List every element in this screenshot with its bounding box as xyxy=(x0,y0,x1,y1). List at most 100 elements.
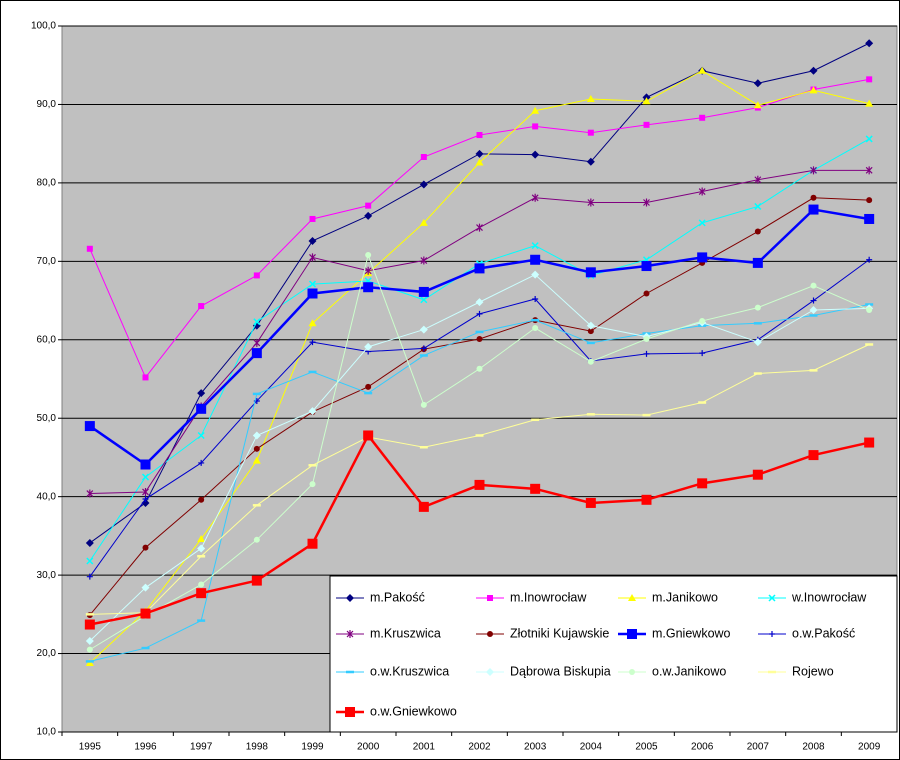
marker xyxy=(365,252,372,259)
marker xyxy=(587,198,595,207)
marker xyxy=(864,213,875,224)
marker xyxy=(365,202,372,209)
marker xyxy=(643,198,650,207)
marker xyxy=(699,114,706,121)
marker xyxy=(253,536,260,543)
marker xyxy=(643,290,650,297)
marker xyxy=(587,129,594,136)
marker xyxy=(587,328,594,335)
marker xyxy=(419,180,428,189)
marker xyxy=(253,338,261,347)
marker xyxy=(627,629,637,639)
marker xyxy=(753,79,762,88)
marker xyxy=(198,459,205,466)
legend-label: w.Inowrocław xyxy=(791,590,867,604)
marker xyxy=(587,358,594,365)
marker xyxy=(86,245,93,252)
marker xyxy=(364,266,372,275)
marker xyxy=(753,101,762,109)
marker xyxy=(531,150,540,159)
marker xyxy=(866,197,873,204)
marker xyxy=(251,348,262,359)
marker xyxy=(752,469,763,480)
marker xyxy=(768,594,776,602)
marker xyxy=(476,365,483,372)
marker xyxy=(642,97,651,105)
marker xyxy=(531,106,540,114)
marker xyxy=(531,242,539,250)
marker xyxy=(532,295,539,302)
marker xyxy=(586,157,595,166)
marker xyxy=(487,631,493,637)
marker xyxy=(641,261,652,272)
marker xyxy=(196,403,207,414)
y-tick-label: 20,0 xyxy=(37,648,57,659)
marker xyxy=(697,478,708,489)
marker xyxy=(142,374,149,381)
legend-label: m.Janikowo xyxy=(652,590,718,604)
legend-label: m.Kruszwica xyxy=(370,626,441,640)
marker xyxy=(308,236,317,245)
series xyxy=(85,39,874,547)
marker xyxy=(140,608,151,619)
marker xyxy=(309,481,316,488)
marker xyxy=(810,297,817,304)
marker xyxy=(809,86,818,94)
y-tick-label: 70,0 xyxy=(37,256,57,267)
marker xyxy=(866,256,873,263)
marker xyxy=(866,76,873,83)
y-tick-label: 10,0 xyxy=(37,727,57,738)
marker xyxy=(198,303,205,310)
marker xyxy=(629,669,635,675)
marker xyxy=(309,253,316,262)
marker xyxy=(754,228,761,235)
marker xyxy=(530,254,541,265)
marker xyxy=(419,325,428,334)
marker xyxy=(753,338,762,347)
marker xyxy=(345,707,355,717)
legend-label: Dąbrowa Biskupia xyxy=(510,664,611,678)
legend-label: Złotniki Kujawskie xyxy=(510,626,609,640)
marker xyxy=(346,630,354,638)
y-tick-label: 40,0 xyxy=(37,491,57,502)
grid: 10,0 20,0 30,0 40,0 50,0 60,0 70,0 80,0 90,0 100,… xyxy=(31,21,897,753)
x-tick-label: 2006 xyxy=(691,742,714,753)
marker xyxy=(420,154,427,161)
marker xyxy=(142,487,149,496)
marker xyxy=(865,166,873,175)
marker xyxy=(699,350,706,357)
legend-label: o.w.Gniewkowo xyxy=(370,704,457,718)
marker xyxy=(754,304,761,311)
marker xyxy=(86,573,93,580)
y-tick-label: 50,0 xyxy=(37,413,57,424)
marker xyxy=(252,431,261,440)
marker xyxy=(307,538,318,549)
marker xyxy=(865,135,873,143)
marker xyxy=(809,66,818,75)
marker xyxy=(197,544,206,553)
marker xyxy=(364,211,373,220)
marker xyxy=(419,218,428,226)
marker xyxy=(253,272,260,279)
legend-label: o.w.Janikowo xyxy=(652,664,726,678)
marker xyxy=(364,342,373,351)
marker xyxy=(253,318,261,326)
marker xyxy=(866,306,873,313)
marker xyxy=(196,588,207,599)
legend-label: o.w.Pakość xyxy=(792,626,855,640)
x-tick-label: 2000 xyxy=(357,742,380,753)
marker xyxy=(628,594,636,601)
marker xyxy=(309,215,316,222)
x-tick-label: 2001 xyxy=(413,742,436,753)
marker xyxy=(586,94,595,102)
series xyxy=(85,66,874,666)
marker xyxy=(418,286,429,297)
series xyxy=(84,204,875,470)
marker xyxy=(420,296,428,304)
marker xyxy=(346,594,354,602)
marker xyxy=(643,335,650,342)
x-tick-label: 2009 xyxy=(858,742,881,753)
marker xyxy=(475,149,484,158)
marker xyxy=(643,350,650,357)
marker xyxy=(309,339,316,346)
